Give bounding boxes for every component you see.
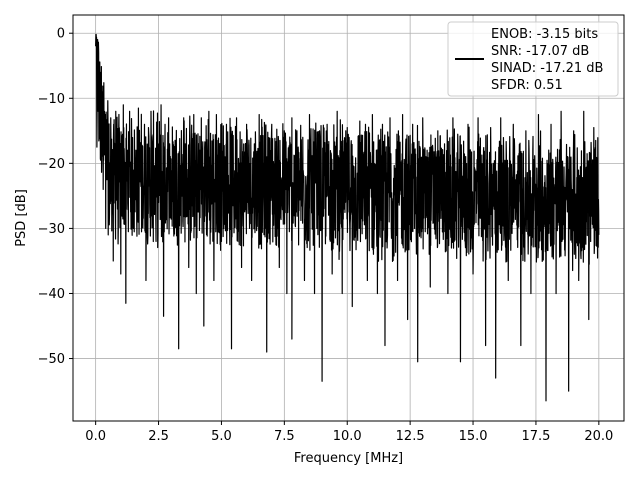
x-axis-ticks: 0.0 2.5 5.0 7.5 10.0 12.5 15.0 17.5 20.0: [85, 421, 613, 444]
legend-sinad: SINAD: -17.21 dB: [491, 61, 603, 76]
y-tick-label: −10: [38, 92, 65, 107]
y-axis-ticks: 0 −10 −20 −30 −40 −50: [38, 27, 73, 367]
y-tick-label: −40: [38, 287, 65, 302]
x-tick-label: 7.5: [274, 429, 295, 444]
x-tick-label: 2.5: [148, 429, 169, 444]
x-tick-label: 15.0: [459, 429, 488, 444]
y-tick-label: −20: [38, 157, 65, 172]
plot-frame: [72, 14, 625, 422]
x-tick-label: 0.0: [85, 429, 106, 444]
y-tick-label: 0: [57, 27, 65, 42]
plot-area: [95, 33, 600, 402]
y-axis-label: PSD [dB]: [14, 189, 29, 247]
legend-sfdr: SFDR: 0.51: [491, 78, 563, 93]
x-tick-label: 5.0: [211, 429, 232, 444]
psd-series-line: [95, 33, 600, 402]
y-tick-label: −50: [38, 352, 65, 367]
x-tick-label: 20.0: [584, 429, 613, 444]
x-tick-label: 10.0: [333, 429, 362, 444]
y-tick-label: −30: [38, 222, 65, 237]
x-tick-label: 17.5: [521, 429, 550, 444]
x-axis-label: Frequency [MHz]: [294, 451, 403, 466]
legend-snr: SNR: -17.07 dB: [491, 44, 589, 59]
legend-box: [447, 21, 619, 97]
legend: ENOB: -3.15 bits SNR: -17.07 dB SINAD: -…: [447, 21, 619, 97]
x-tick-label: 12.5: [396, 429, 425, 444]
legend-enob: ENOB: -3.15 bits: [491, 27, 598, 42]
